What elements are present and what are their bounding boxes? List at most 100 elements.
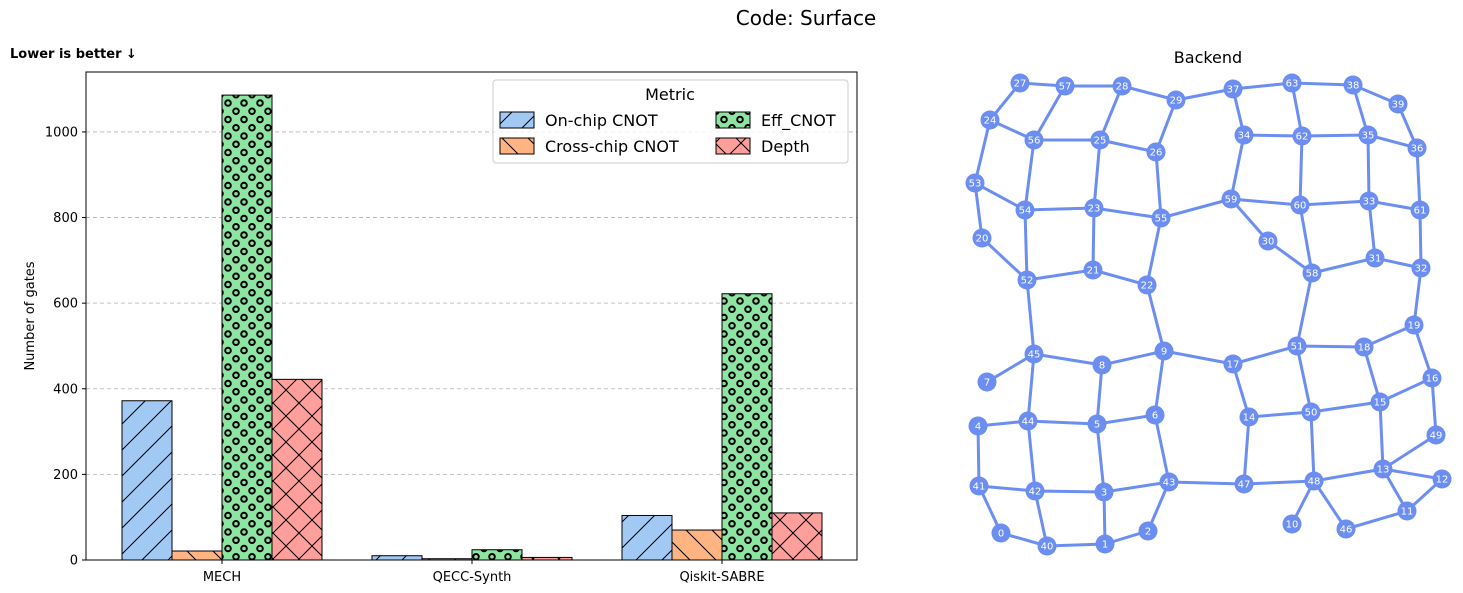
node-circle bbox=[1024, 130, 1044, 150]
legend-label: Depth bbox=[761, 137, 810, 156]
node-label: 57 bbox=[1059, 82, 1072, 93]
node-label: 47 bbox=[1238, 480, 1251, 491]
node-25: 25 bbox=[1090, 130, 1110, 150]
bar-depth bbox=[771, 512, 823, 561]
node-circle bbox=[1145, 405, 1165, 425]
bar-on-chip-cnot bbox=[121, 400, 173, 561]
node-29: 29 bbox=[1166, 90, 1186, 110]
figure-suptitle: Code: Surface bbox=[736, 6, 877, 30]
node-circle bbox=[1017, 270, 1037, 290]
node-label: 39 bbox=[1392, 100, 1405, 111]
node-label: 52 bbox=[1021, 276, 1034, 287]
node-circle bbox=[1290, 195, 1310, 215]
node-label: 56 bbox=[1028, 136, 1041, 147]
node-label: 21 bbox=[1087, 266, 1100, 277]
bar-eff-cnot bbox=[221, 94, 273, 561]
node-18: 18 bbox=[1354, 337, 1374, 357]
node-34: 34 bbox=[1234, 125, 1254, 145]
node-45: 45 bbox=[1024, 344, 1044, 364]
node-label: 7 bbox=[984, 378, 990, 389]
node-circle bbox=[1092, 355, 1112, 375]
node-9: 9 bbox=[1154, 341, 1174, 361]
node-circle bbox=[1258, 231, 1278, 251]
edge-23-55 bbox=[1092, 206, 1163, 220]
node-circle bbox=[1404, 315, 1424, 335]
y-tick-label: 200 bbox=[53, 468, 78, 483]
node-circle bbox=[1411, 258, 1431, 278]
edge-35-33 bbox=[1366, 133, 1371, 203]
node-label: 11 bbox=[1401, 507, 1414, 518]
node-28: 28 bbox=[1112, 76, 1132, 96]
edge-52-21 bbox=[1025, 268, 1095, 282]
edge-59-60 bbox=[1229, 197, 1302, 207]
node-35: 35 bbox=[1358, 125, 1378, 145]
bar-cross-chip-cnot bbox=[671, 529, 723, 561]
node-circle bbox=[1397, 501, 1417, 521]
edge-45-44 bbox=[1026, 352, 1036, 423]
legend-swatch bbox=[499, 111, 535, 129]
node-21: 21 bbox=[1083, 260, 1103, 280]
edge-33-31 bbox=[1367, 199, 1377, 260]
node-circle bbox=[1370, 392, 1390, 412]
node-label: 27 bbox=[1014, 79, 1027, 90]
node-30: 30 bbox=[1258, 231, 1278, 251]
node-57: 57 bbox=[1055, 76, 1075, 96]
edge-51-18 bbox=[1295, 344, 1366, 349]
node-label: 20 bbox=[976, 234, 989, 245]
node-label: 23 bbox=[1088, 204, 1101, 215]
node-59: 59 bbox=[1221, 189, 1241, 209]
node-circle bbox=[1336, 519, 1356, 539]
bar-cross-chip-cnot bbox=[171, 550, 223, 561]
node-23: 23 bbox=[1084, 198, 1104, 218]
edge-51-50 bbox=[1295, 344, 1313, 414]
node-label: 15 bbox=[1374, 398, 1387, 409]
node-label: 35 bbox=[1362, 131, 1375, 142]
node-label: 46 bbox=[1340, 525, 1353, 536]
bar-eff-cnot bbox=[471, 549, 523, 561]
node-label: 53 bbox=[969, 179, 982, 190]
node-label: 55 bbox=[1155, 214, 1168, 225]
node-label: 16 bbox=[1426, 374, 1439, 385]
node-label: 14 bbox=[1243, 413, 1256, 424]
node-circle bbox=[1146, 142, 1166, 162]
edge-58-51 bbox=[1295, 271, 1314, 348]
node-44: 44 bbox=[1018, 411, 1038, 431]
node-label: 4 bbox=[975, 422, 981, 433]
grid-lines bbox=[86, 131, 857, 475]
node-label: 0 bbox=[998, 529, 1004, 540]
edge-28-25 bbox=[1098, 84, 1124, 142]
node-label: 54 bbox=[1019, 206, 1032, 217]
legend-frame bbox=[492, 79, 849, 164]
x-tick-label: Qiskit-SABRE bbox=[679, 570, 764, 585]
node-circle bbox=[1090, 130, 1110, 150]
node-circle bbox=[1010, 73, 1030, 93]
node-circle bbox=[1304, 471, 1324, 491]
node-0: 0 bbox=[991, 523, 1011, 543]
node-6: 6 bbox=[1145, 405, 1165, 425]
node-label: 8 bbox=[1099, 361, 1105, 372]
node-19: 19 bbox=[1404, 315, 1424, 335]
node-52: 52 bbox=[1017, 270, 1037, 290]
edge-9-17 bbox=[1162, 349, 1235, 366]
node-label: 22 bbox=[1141, 281, 1154, 292]
bar-depth bbox=[271, 378, 323, 561]
node-47: 47 bbox=[1234, 474, 1254, 494]
node-label: 9 bbox=[1161, 347, 1167, 358]
node-label: 13 bbox=[1377, 465, 1390, 476]
node-circle bbox=[1343, 75, 1363, 95]
edge-55-59 bbox=[1159, 197, 1233, 220]
backend-title: Backend bbox=[1174, 48, 1242, 67]
edge-42-3 bbox=[1033, 489, 1106, 494]
node-24: 24 bbox=[980, 110, 1000, 130]
node-1: 1 bbox=[1095, 534, 1115, 554]
node-5: 5 bbox=[1087, 414, 1107, 434]
edge-5-3 bbox=[1095, 422, 1106, 494]
edge-18-15 bbox=[1362, 345, 1382, 404]
node-label: 62 bbox=[1296, 132, 1309, 143]
edge-45-8 bbox=[1032, 352, 1104, 367]
node-label: 51 bbox=[1291, 342, 1304, 353]
node-circle bbox=[1234, 125, 1254, 145]
node-circle bbox=[1084, 198, 1104, 218]
edge-23-21 bbox=[1091, 206, 1096, 272]
